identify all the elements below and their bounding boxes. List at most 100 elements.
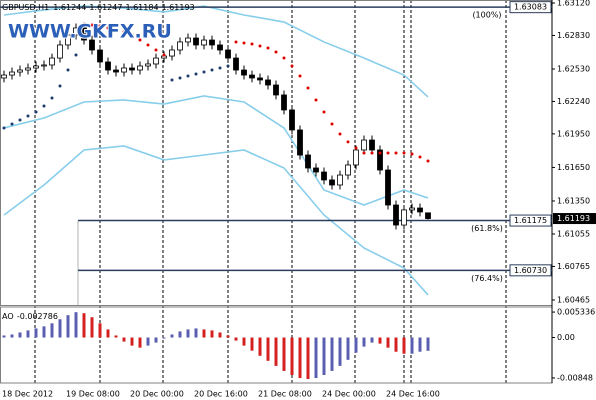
sar-dot xyxy=(210,68,214,72)
candle-body xyxy=(33,65,39,69)
candle-body xyxy=(217,44,223,51)
candle-body xyxy=(265,79,271,86)
candle-body xyxy=(49,57,55,66)
candle-body xyxy=(193,37,199,46)
candle-body xyxy=(417,207,423,213)
sar-dot xyxy=(154,48,158,52)
candle-body xyxy=(409,207,415,211)
ao-bar xyxy=(290,337,294,375)
candle-body xyxy=(121,67,127,73)
sar-dot xyxy=(370,151,374,155)
sar-dot xyxy=(306,86,310,90)
ao-bar xyxy=(394,337,398,352)
fibo-name: (61.8%) xyxy=(471,224,503,233)
fibo-price: 1.63083 xyxy=(514,3,547,12)
x-tick-label: 24 Dec 00:00 xyxy=(322,390,376,399)
ao-bar xyxy=(378,337,382,344)
ao-bar xyxy=(186,329,190,338)
sar-dot xyxy=(186,74,190,78)
ao-bar xyxy=(234,337,238,341)
ao-bar xyxy=(242,337,246,346)
ao-bar xyxy=(202,329,206,338)
ao-value: -0.002786 xyxy=(17,312,58,321)
sar-dot xyxy=(170,78,174,82)
ao-bar xyxy=(146,337,150,346)
ao-bar xyxy=(354,337,358,353)
ao-bar xyxy=(26,330,30,338)
band-line xyxy=(3,145,429,296)
separators xyxy=(34,0,507,384)
x-tick-label: 18 Dec 2012 xyxy=(2,390,53,399)
sar-dot xyxy=(122,30,126,34)
ao-bar xyxy=(226,335,230,338)
ao-bar xyxy=(426,337,430,351)
candle-body xyxy=(177,41,183,51)
candle-body xyxy=(57,44,63,59)
fibo-name: (76.4%) xyxy=(471,274,503,283)
ao-header: AO -0.002786 xyxy=(2,312,58,321)
high: 1.61247 xyxy=(89,3,122,12)
candle-body xyxy=(297,129,303,156)
sar-dot xyxy=(202,70,206,74)
y-tick-label: 1.61650 xyxy=(557,163,590,172)
candle-body xyxy=(241,69,247,76)
ao-bar xyxy=(42,326,46,338)
ao-bar xyxy=(106,329,110,338)
ao-bar xyxy=(410,337,414,354)
candle-body xyxy=(185,37,191,43)
candle-body xyxy=(113,69,119,73)
ao-bar xyxy=(2,335,6,338)
band-line xyxy=(3,95,429,206)
open: 1.61244 xyxy=(53,3,86,12)
current-price: 1.61193 xyxy=(557,214,590,223)
y-tick-label: 1.62240 xyxy=(557,97,590,106)
y-tick-label: 0.005336 xyxy=(557,308,595,317)
ao-bar xyxy=(18,332,22,338)
sar-dot xyxy=(2,126,6,130)
sar-dot xyxy=(402,151,406,155)
sar-dot xyxy=(114,28,118,32)
candle-body xyxy=(369,139,375,151)
sar-dot xyxy=(234,40,238,44)
ao-bar xyxy=(362,337,366,347)
candle-body xyxy=(313,167,319,173)
y-tick-label: 1.62530 xyxy=(557,65,590,74)
candle-body xyxy=(97,49,103,63)
sar-dot xyxy=(138,38,142,42)
ao-bar xyxy=(34,328,38,338)
ao-bar xyxy=(10,334,14,338)
candle-body xyxy=(73,27,79,36)
ao-bar xyxy=(178,331,182,338)
ao-bar xyxy=(418,337,422,352)
ao-bar xyxy=(210,330,214,338)
candle-body xyxy=(329,179,335,186)
y-tick-label: 1.61350 xyxy=(557,196,590,205)
sar-dot xyxy=(362,151,366,155)
ao-bar xyxy=(298,337,302,379)
fibo-price-box xyxy=(509,214,552,227)
ao-bar xyxy=(346,337,350,360)
candle-body xyxy=(25,67,31,71)
sar-dot xyxy=(314,98,318,102)
sar-dot xyxy=(26,114,30,118)
header: GBPUSD,H1 1.61244 1.61247 1.61184 1.61193 xyxy=(2,3,195,12)
y-tick-label: 1.63120 xyxy=(557,0,590,8)
ao-bar xyxy=(266,337,270,361)
sar-dot xyxy=(58,84,62,88)
y-tick-label: 0.00 xyxy=(557,333,575,342)
sar-dot xyxy=(146,43,150,47)
sar-dot xyxy=(418,155,422,159)
x-tick-label: 20 Dec 00:00 xyxy=(130,390,184,399)
sar-dot xyxy=(194,72,198,76)
ao-bar xyxy=(98,323,102,338)
sar-dot xyxy=(338,132,342,136)
candle-body xyxy=(145,63,151,67)
ao-bar xyxy=(114,335,118,338)
candle-body xyxy=(105,61,111,71)
ao-bar xyxy=(194,328,198,338)
candle-body xyxy=(89,39,95,51)
candle-body xyxy=(321,171,327,181)
ao-bar xyxy=(274,337,278,366)
candle-body xyxy=(401,209,407,226)
